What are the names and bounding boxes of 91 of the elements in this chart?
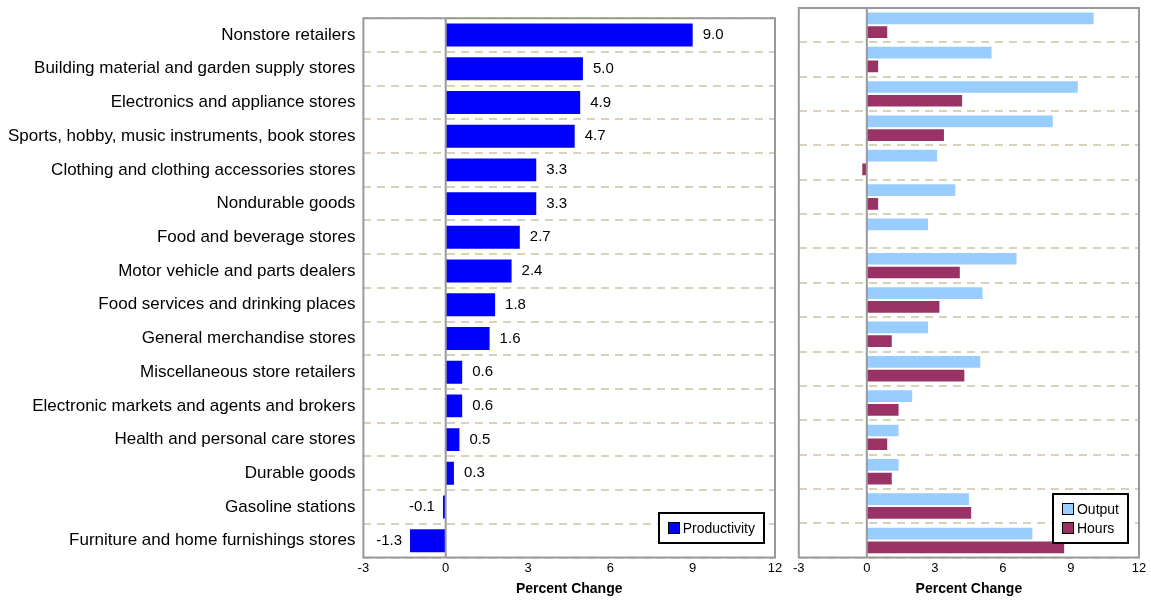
bar — [445, 225, 520, 249]
y-tick-label: Clothing and clothing accessories stores — [51, 159, 356, 179]
bar — [866, 266, 960, 279]
data-label: -0.1 — [409, 497, 435, 515]
bar — [866, 252, 1017, 265]
bar — [866, 12, 1094, 25]
bar — [445, 327, 490, 350]
bar — [866, 149, 938, 162]
x-tick-label: 0 — [863, 559, 871, 575]
data-label: 4.9 — [590, 92, 612, 110]
data-label: 1.8 — [505, 294, 526, 312]
y-tick-label: Building material and garden supply stores — [34, 58, 356, 78]
y-tick-label: Electronics and appliance stores — [110, 92, 356, 112]
y-tick-label: Nonstore retailers — [221, 24, 356, 44]
x-tick-label: 9 — [1067, 559, 1075, 575]
data-label: 5.0 — [592, 58, 614, 76]
bar — [866, 129, 944, 141]
bar — [866, 46, 992, 59]
y-tick-label: General merchandise stores — [141, 328, 356, 348]
bar — [445, 293, 496, 317]
bar — [866, 115, 1053, 128]
bar — [866, 184, 956, 196]
bar — [866, 507, 972, 519]
bar — [866, 26, 888, 38]
x-tick-label: 0 — [442, 559, 450, 575]
bar — [445, 192, 537, 216]
bar — [445, 91, 581, 114]
y-tick-label: Miscellaneous store retailers — [139, 361, 356, 381]
data-label: 0.3 — [463, 463, 485, 481]
bar — [866, 81, 1078, 93]
bar — [866, 459, 899, 471]
bar — [866, 355, 981, 368]
bar — [445, 57, 583, 81]
data-label: 0.6 — [472, 396, 494, 414]
bar — [445, 259, 512, 283]
bar — [445, 23, 693, 47]
x-tick-label: 3 — [931, 559, 939, 575]
y-tick-label: Durable goods — [244, 463, 356, 483]
bar — [866, 218, 929, 231]
data-label: -1.3 — [376, 530, 403, 548]
bar — [866, 527, 1033, 540]
x-tick-label: 6 — [999, 559, 1007, 575]
x-tick-label: 12 — [767, 559, 783, 575]
bar — [866, 493, 969, 506]
y-tick-label: Food services and drinking places — [98, 294, 356, 314]
y-tick-label: Health and personal care stores — [114, 429, 356, 449]
bar — [866, 404, 899, 416]
legend-label: Productivity — [682, 519, 755, 536]
data-label: 2.4 — [521, 261, 543, 279]
x-tick-label: 3 — [524, 559, 532, 575]
bar — [866, 369, 965, 382]
y-tick-label: Food and beverage stores — [156, 227, 356, 247]
bar — [410, 529, 446, 553]
x-tick-label: -3 — [357, 559, 370, 575]
legend-label: Hours — [1076, 519, 1115, 536]
bar — [866, 301, 940, 313]
bar — [445, 158, 537, 182]
y-tick-label: Electronic markets and agents and brokers — [32, 395, 356, 415]
bar — [445, 124, 575, 148]
data-label: 0.5 — [469, 429, 491, 447]
bar — [866, 335, 892, 348]
data-label: 0.6 — [472, 362, 494, 380]
data-label: 9.0 — [702, 25, 724, 43]
x-tick-label: -3 — [793, 559, 805, 575]
y-tick-label: Gasoline stations — [224, 496, 356, 516]
y-tick-label: Motor vehicle and parts dealers — [118, 260, 356, 280]
bar — [866, 197, 879, 210]
x-tick-label: 9 — [689, 559, 697, 575]
bar — [866, 287, 983, 299]
data-label: 3.3 — [546, 193, 568, 211]
bar — [866, 541, 1065, 554]
y-tick-label: Nondurable goods — [216, 193, 356, 213]
data-label: 2.7 — [529, 227, 551, 245]
bar — [866, 424, 899, 437]
bar — [866, 390, 913, 402]
x-axis-title: Percent Change — [915, 580, 1023, 597]
data-label: 1.6 — [499, 328, 521, 346]
y-tick-label: Sports, hobby, music instruments, book stores — [8, 125, 356, 145]
data-label: 4.7 — [584, 126, 606, 144]
bar — [866, 94, 963, 107]
bar — [445, 360, 463, 384]
legend-label: Output — [1076, 500, 1119, 517]
bar — [866, 438, 888, 451]
bar — [866, 321, 929, 334]
data-label: 3.3 — [546, 160, 568, 178]
x-tick-label: 12 — [1131, 559, 1147, 575]
x-axis-title: Percent Change — [515, 580, 623, 597]
bar — [445, 394, 463, 418]
x-tick-label: 6 — [606, 559, 614, 575]
bar — [866, 472, 892, 485]
y-tick-label: Furniture and home furnishings stores — [69, 530, 356, 550]
